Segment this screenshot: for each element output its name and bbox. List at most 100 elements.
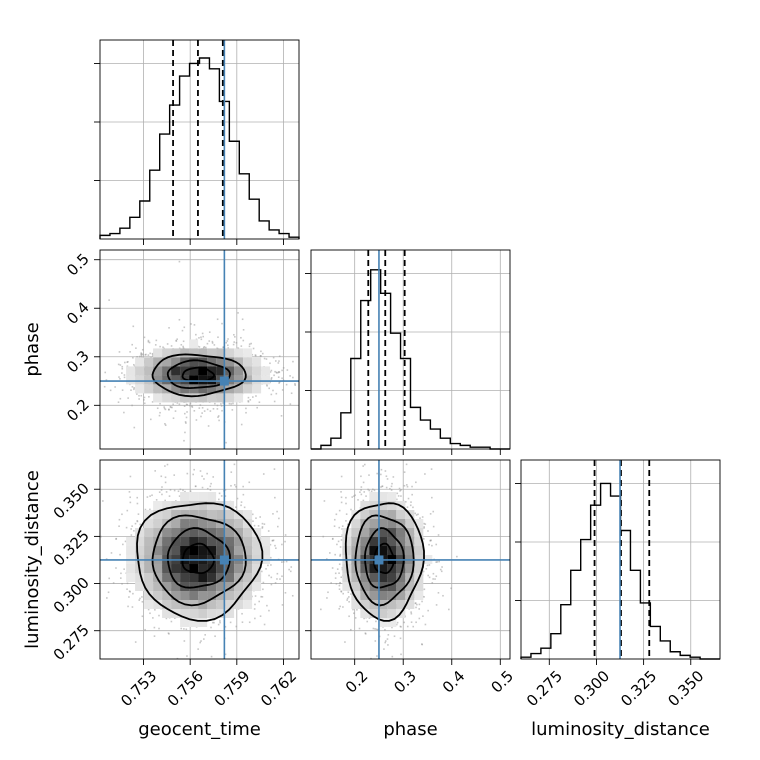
- scatter-point: [270, 377, 273, 379]
- scatter-point: [278, 355, 281, 358]
- density-cell: [234, 573, 244, 583]
- density-cell: [189, 348, 199, 358]
- histogram-geocent_time: [99, 57, 300, 239]
- contour-line: [151, 353, 247, 398]
- scatter-point: [126, 361, 129, 363]
- scatter-point: [130, 534, 133, 536]
- scatter-point: [140, 354, 143, 357]
- density-cell: [198, 528, 208, 538]
- scatter-point: [160, 475, 163, 478]
- scatter-point: [180, 627, 183, 630]
- density-cell: [207, 564, 217, 574]
- density-cell: [243, 591, 253, 601]
- density-cell: [162, 582, 172, 592]
- density-cell: [198, 600, 208, 610]
- pair-panel-geocent_time-luminosity_distance: [94, 459, 307, 716]
- scatter-point: [201, 486, 204, 489]
- scatter-point: [240, 504, 242, 507]
- density-cell: [189, 384, 199, 394]
- scatter-point: [423, 522, 425, 525]
- scatter-point: [118, 351, 121, 353]
- scatter-point: [200, 475, 202, 477]
- density-cell: [216, 393, 226, 403]
- scatter-point: [143, 336, 146, 339]
- scatter-point: [266, 604, 268, 607]
- scatter-point: [141, 596, 143, 598]
- pair-panel-phase-luminosity_distance: [305, 459, 511, 665]
- scatter-point: [118, 525, 120, 528]
- scatter-point: [164, 424, 167, 427]
- scatter-point: [305, 588, 307, 590]
- scatter-point: [211, 342, 214, 344]
- scatter-point: [290, 392, 293, 395]
- scatter-point: [152, 617, 154, 619]
- scatter-point: [230, 484, 232, 487]
- scatter-point: [181, 329, 184, 332]
- scatter-point: [275, 547, 277, 550]
- scatter-point: [351, 496, 354, 498]
- scatter-point: [263, 523, 266, 525]
- density-cell: [207, 519, 217, 529]
- density-cell: [225, 582, 235, 592]
- density-cell: [234, 591, 244, 601]
- density-cell: [189, 357, 199, 367]
- density-cell: [153, 393, 163, 403]
- scatter-point: [147, 354, 150, 356]
- scatter-point: [158, 614, 160, 617]
- scatter-point: [121, 372, 123, 374]
- scatter-point: [153, 635, 156, 637]
- density-cell: [171, 528, 181, 538]
- scatter-point: [276, 578, 278, 580]
- scatter-point: [125, 526, 128, 529]
- density-cell: [135, 573, 145, 583]
- truth-marker: [219, 376, 229, 386]
- scatter-point: [236, 497, 239, 500]
- scatter-point: [279, 578, 281, 580]
- scatter-point: [405, 484, 408, 486]
- scatter-point: [282, 367, 285, 369]
- density-cell: [216, 519, 226, 529]
- density-cell: [180, 546, 190, 556]
- density-cell: [207, 609, 217, 619]
- scatter-point: [169, 489, 172, 491]
- scatter-point: [262, 581, 265, 584]
- density-cell: [162, 366, 172, 376]
- density-cell: [144, 537, 154, 547]
- density-cell: [162, 573, 172, 583]
- pair-content: [100, 460, 307, 716]
- density-cell: [153, 564, 163, 574]
- scatter-point: [147, 340, 150, 343]
- scatter-point: [274, 360, 277, 362]
- scatter-point: [158, 491, 161, 493]
- density-cell: [180, 492, 190, 502]
- scatter-point: [186, 404, 189, 406]
- density-cell: [234, 528, 244, 538]
- scatter-point: [272, 389, 274, 392]
- scatter-point: [237, 312, 239, 314]
- scatter-point: [197, 714, 199, 716]
- density-cell: [189, 492, 199, 502]
- scatter-point: [176, 402, 179, 404]
- density-cell: [153, 510, 163, 520]
- scatter-point: [220, 495, 223, 497]
- scatter-point: [273, 400, 276, 403]
- scatter-point: [182, 340, 185, 343]
- scatter-point: [183, 628, 185, 630]
- scatter-point: [240, 336, 242, 339]
- scatter-point: [173, 489, 176, 492]
- scatter-point: [245, 411, 247, 414]
- density-cell: [207, 573, 217, 583]
- density-cell: [144, 591, 154, 601]
- density-cell: [162, 564, 172, 574]
- scatter-point: [214, 635, 216, 638]
- density-cell: [198, 519, 208, 529]
- scatter-point: [202, 335, 205, 338]
- density-cell: [144, 546, 154, 556]
- scatter-point: [201, 475, 203, 478]
- pair-content: [311, 460, 510, 659]
- pair-content: [100, 250, 299, 477]
- scatter-point: [241, 621, 244, 624]
- density-cell: [243, 573, 253, 583]
- density-cell: [171, 546, 181, 556]
- scatter-point: [281, 575, 283, 578]
